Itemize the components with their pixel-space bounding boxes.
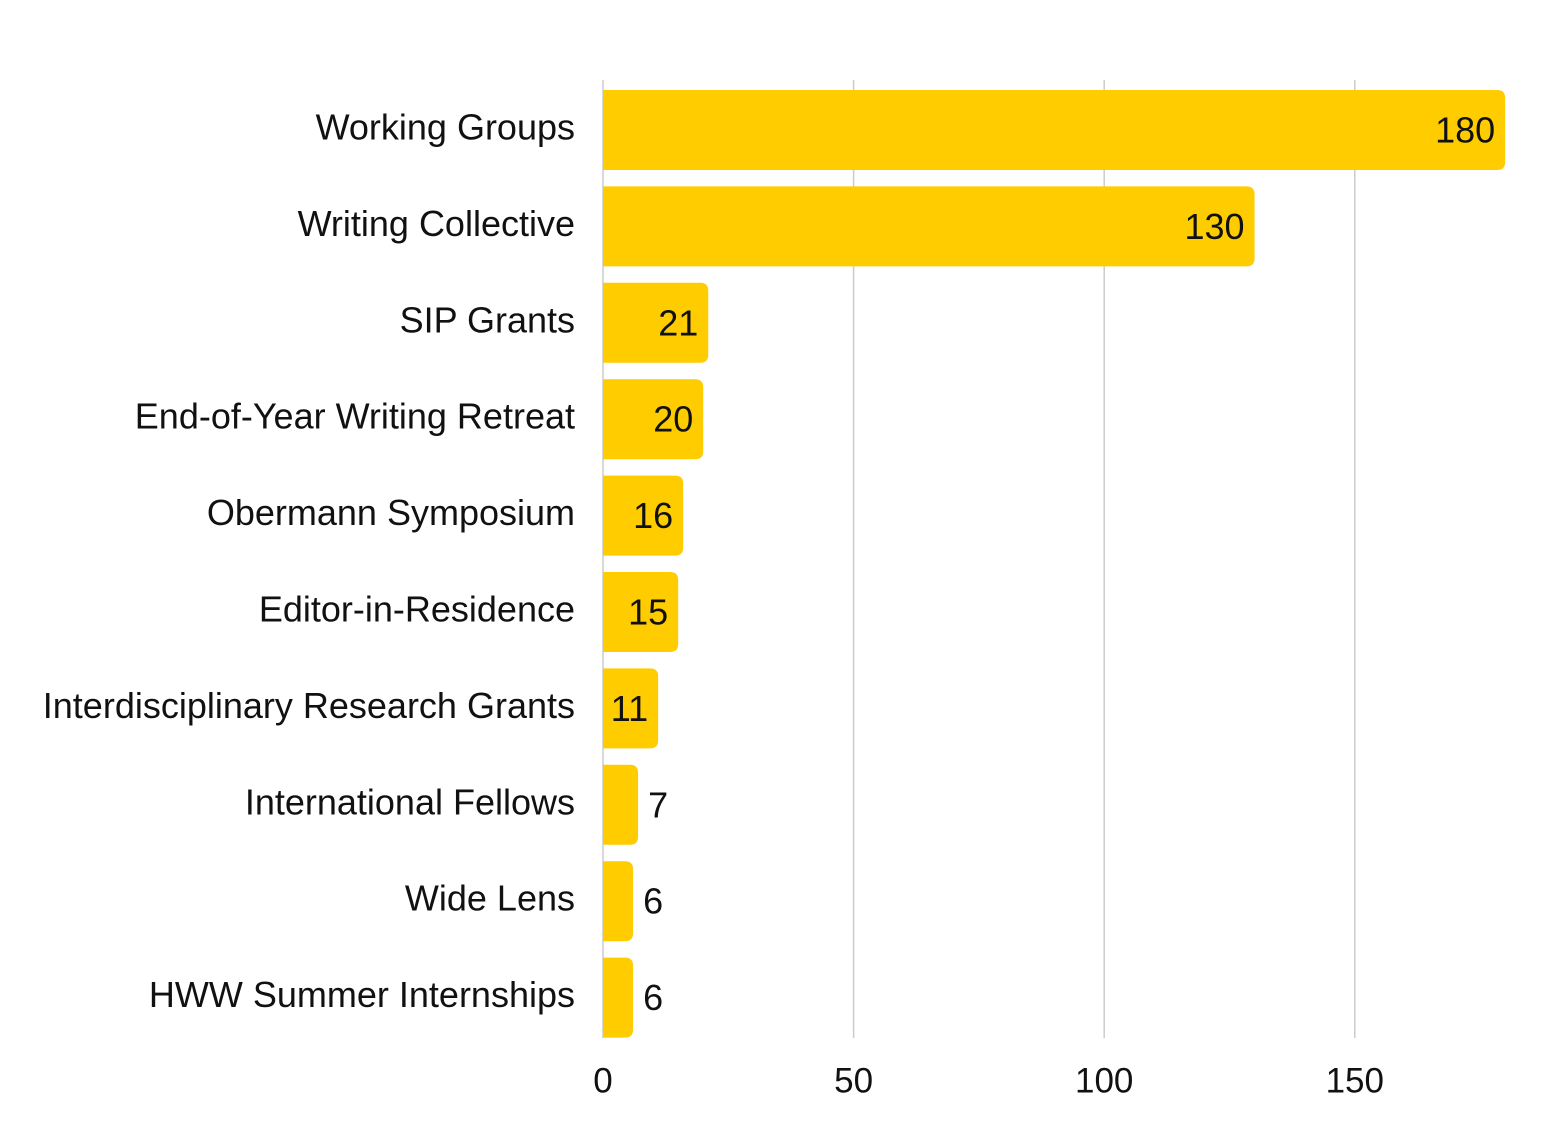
category-label: International Fellows [245,781,575,822]
category-label: Wide Lens [405,878,575,919]
bar [603,282,709,363]
bar [603,186,1255,267]
data-label: 6 [643,977,663,1018]
data-label: 180 [1435,110,1495,151]
bar [603,572,679,652]
category-labels: Working Groups Writing Collective SIP Gran… [43,107,575,1016]
x-tick-label: 0 [593,1061,612,1100]
category-label: SIP Grants [400,299,575,340]
data-label: 20 [653,399,693,440]
data-labels: 180 130 21 20 16 15 11 7 6 6 [611,110,1495,1019]
bar [603,764,639,845]
bar [603,475,684,556]
bar [603,379,704,460]
category-label: Working Groups [316,107,575,148]
data-label: 130 [1184,206,1244,247]
bars [603,90,1506,1038]
x-tick-label: 150 [1326,1061,1384,1100]
data-label: 7 [648,784,668,825]
data-label: 11 [611,688,648,729]
bar [603,90,1506,170]
category-label: HWW Summer Internships [149,974,575,1015]
category-label: Interdisciplinary Research Grants [43,685,575,726]
data-label: 16 [633,495,673,536]
bar [603,668,659,749]
category-label: Writing Collective [298,203,575,244]
category-label: Editor-in-Residence [259,589,575,630]
bar [603,861,634,942]
category-label: Obermann Symposium [207,492,575,533]
x-axis-ticks: 0 50 100 150 [593,1061,1384,1100]
data-label: 21 [658,302,698,343]
bar [603,957,634,1038]
category-label: End-of-Year Writing Retreat [135,396,575,437]
x-tick-label: 100 [1075,1061,1133,1100]
x-tick-label: 50 [834,1061,873,1100]
data-label: 6 [643,881,663,922]
data-label: 15 [628,592,668,633]
